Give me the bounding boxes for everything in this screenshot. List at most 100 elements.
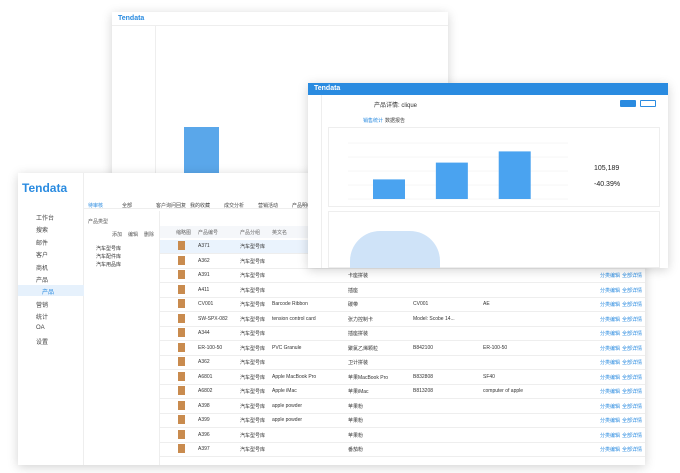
row-action[interactable]: 全部详情 (622, 316, 643, 323)
detail-title: 产品详情: clique (374, 103, 418, 109)
english-name: apple powder (272, 417, 303, 423)
detail-tab: 销售统计 (363, 118, 384, 124)
chinese-name: 插座拼装 (348, 331, 369, 337)
row-action[interactable]: 分类编辑 (600, 374, 621, 381)
chinese-name: 苹果粉 (348, 418, 364, 424)
chinese-name: 碳带 (348, 302, 359, 308)
product-code: A399 (198, 417, 210, 423)
row-action[interactable]: 全部详情 (622, 374, 643, 381)
row-action[interactable]: 全部详情 (622, 331, 643, 337)
product-code: SW-SPX-082 (198, 315, 228, 322)
row-action[interactable]: 全部详情 (622, 447, 643, 453)
menu-item: 统计 (36, 315, 49, 322)
tab: 产品明细 (292, 203, 313, 209)
product-code: ER-100-50 (198, 344, 223, 351)
row-line (160, 354, 645, 356)
bar (498, 151, 531, 199)
product-code: A344 (198, 330, 210, 336)
extra-field: ER-100-50 (483, 344, 508, 351)
product-group: 汽车型号库 (240, 287, 266, 294)
row-action[interactable]: 分类编辑 (600, 316, 621, 323)
total-value: 105,189 (594, 165, 620, 172)
row-line (160, 383, 645, 385)
row-action[interactable]: 全部详情 (622, 273, 643, 279)
product-group: 汽车型号库 (240, 302, 266, 308)
row-line (160, 369, 645, 370)
row-action[interactable]: 全部详情 (622, 360, 643, 366)
tab: 客户询问回复 (156, 203, 187, 209)
row-action[interactable]: 分类编辑 (600, 418, 621, 424)
thumbnail (178, 270, 185, 279)
english-name: PVC Granule (272, 344, 302, 351)
tab: 全部 (122, 203, 133, 209)
tab: 成交分析 (224, 203, 245, 209)
thumbnail (178, 371, 185, 381)
chinese-name: 番茄粉 (348, 447, 364, 453)
menu-item: OA (36, 324, 45, 331)
thumbnail (178, 415, 185, 424)
row-action[interactable]: 分类编辑 (600, 287, 621, 294)
row-action[interactable]: 分类编辑 (600, 360, 621, 366)
row-action[interactable]: 分类编辑 (600, 403, 621, 410)
tree-node: 汽车型号库 (96, 246, 122, 252)
menu-item: 商机 (36, 265, 49, 272)
product-group: 汽车型号库 (240, 345, 266, 352)
thumbnail (178, 313, 185, 323)
row-line (160, 427, 645, 428)
row-action[interactable]: 分类编辑 (600, 345, 621, 352)
detail-window: Tendata 产品详情: clique 105,189 -40.39% 销售统… (308, 83, 668, 268)
change-value: -40.39% (594, 181, 621, 188)
thumbnail (178, 400, 185, 410)
thumbnail (178, 284, 185, 294)
menu-item: 客户 (36, 253, 49, 260)
product-group: 汽车型号库 (240, 360, 266, 366)
chinese-name: 张力控制卡 (348, 316, 374, 323)
row-line (160, 296, 645, 298)
english-name: Apple iMac (272, 388, 297, 394)
table-header: 缩略图 (176, 230, 192, 236)
product-code: A362 (198, 359, 210, 365)
product-group: 汽车型号库 (240, 331, 266, 337)
row-action[interactable]: 全部详情 (622, 403, 643, 410)
toolbar-item: 产品类型 (88, 219, 109, 225)
back-button[interactable] (640, 100, 656, 107)
chinese-name: 聚氯乙烯颗粒 (348, 345, 379, 352)
edit-button[interactable] (620, 100, 636, 107)
row-action[interactable]: 全部详情 (622, 389, 643, 395)
row-action[interactable]: 全部详情 (622, 345, 643, 352)
row-action[interactable]: 分类编辑 (600, 302, 621, 308)
row-action[interactable]: 分类编辑 (600, 447, 621, 453)
row-action[interactable]: 全部详情 (622, 287, 643, 294)
row-action[interactable]: 全部详情 (622, 418, 643, 424)
tree-node: 汽车配件库 (96, 254, 122, 260)
menu-item: 产品 (36, 278, 49, 284)
row-line (160, 282, 645, 283)
extra-field: CV001 (413, 301, 429, 307)
row-action[interactable]: 分类编辑 (600, 432, 621, 439)
row-action[interactable]: 全部详情 (622, 302, 643, 308)
extra-field: B842100 (413, 344, 434, 351)
back-logo: Tendata (118, 15, 145, 22)
row-action[interactable]: 分类编辑 (600, 331, 621, 337)
product-code: A362 (198, 257, 210, 264)
chinese-name: 插座 (348, 287, 359, 294)
product-group: 汽车型号库 (240, 447, 266, 453)
product-code: A396 (198, 431, 210, 438)
product-group: 汽车型号库 (240, 316, 266, 323)
sales-chart (348, 142, 568, 200)
chinese-name: 卫计拼装 (348, 360, 369, 366)
row-action[interactable]: 分类编辑 (600, 273, 621, 279)
extra-field: Model: Scobe 14... (413, 315, 455, 322)
chinese-name: 苹果粉 (348, 432, 364, 439)
row-line (160, 441, 645, 443)
detail-header (308, 83, 668, 95)
tree-node: 汽车用品库 (96, 262, 122, 268)
product-code: A398 (198, 402, 210, 409)
tree-panel (84, 211, 160, 465)
row-action[interactable]: 分类编辑 (600, 389, 621, 395)
row-action[interactable]: 全部详情 (622, 432, 643, 439)
thumbnail (178, 444, 185, 453)
menu-item: 设置 (36, 340, 49, 346)
menu-item: 产品 (42, 290, 55, 297)
